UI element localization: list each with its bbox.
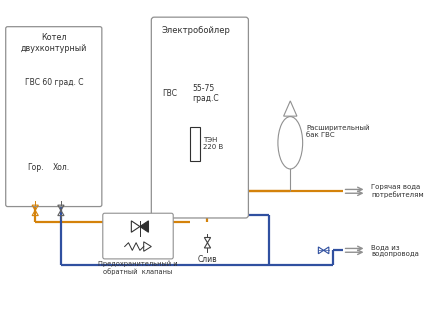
Text: ГВС: ГВС	[162, 88, 177, 98]
Text: Котел
двухконтурный: Котел двухконтурный	[21, 33, 87, 53]
Text: ТЭН
220 В: ТЭН 220 В	[203, 137, 223, 150]
Text: ГВС 60 град. С: ГВС 60 град. С	[25, 78, 83, 87]
Text: Горячая вода
потребителям: Горячая вода потребителям	[371, 184, 424, 198]
FancyBboxPatch shape	[6, 27, 102, 207]
Text: Электробойлер: Электробойлер	[162, 26, 230, 35]
Text: Вода из
водопровода: Вода из водопровода	[371, 244, 419, 257]
Text: Хол.: Хол.	[52, 163, 70, 172]
Text: Предохранительный и
обратный  клапаны: Предохранительный и обратный клапаны	[98, 261, 178, 275]
FancyBboxPatch shape	[151, 17, 249, 218]
FancyBboxPatch shape	[103, 213, 173, 259]
Text: 55-75
град.С: 55-75 град.С	[192, 84, 219, 103]
Polygon shape	[140, 221, 148, 232]
Text: Гор.: Гор.	[27, 163, 43, 172]
Text: Расширительный
бак ГВС: Расширительный бак ГВС	[307, 125, 370, 138]
Bar	[190, 126, 200, 161]
Text: Слив: Слив	[198, 255, 217, 264]
Ellipse shape	[278, 117, 303, 169]
